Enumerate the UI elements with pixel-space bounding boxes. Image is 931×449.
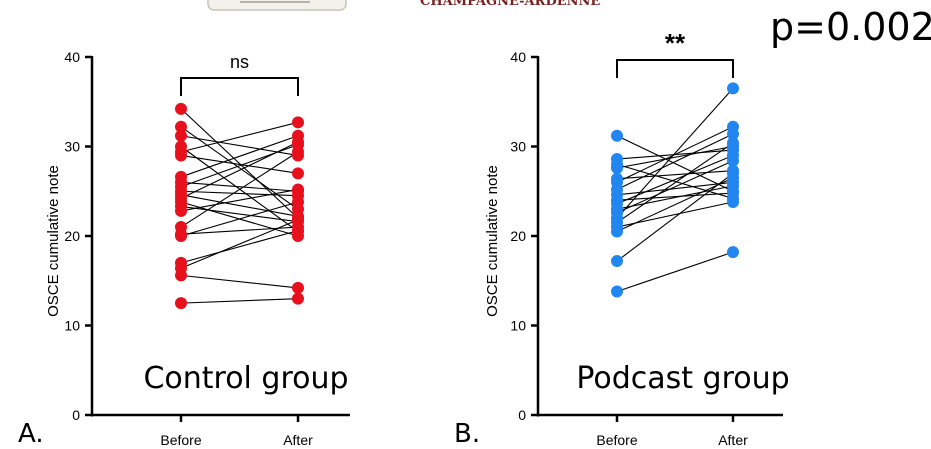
podcast-group-label: Podcast group xyxy=(576,361,789,396)
y-tick-label-0: 0 xyxy=(72,407,80,423)
pair-line-14 xyxy=(616,142,734,224)
banner-text: CHAMPAGNE-ARDENNE xyxy=(420,0,600,9)
point-before-4 xyxy=(611,161,623,174)
point-after-6 xyxy=(292,167,304,180)
point-after-20 xyxy=(292,213,304,226)
pair-line-19 xyxy=(180,230,299,264)
y-tick-label-30: 30 xyxy=(510,139,526,155)
pair-line-15 xyxy=(180,188,299,212)
pair-line-18 xyxy=(180,201,299,237)
point-after-17 xyxy=(727,167,739,180)
pair-line-3 xyxy=(180,135,299,156)
point-before-22 xyxy=(175,297,187,310)
point-after-18 xyxy=(292,195,304,208)
pair-line-5 xyxy=(180,121,299,153)
x-tick-label-before: Before xyxy=(596,432,637,448)
p-value-label: p=0.002 xyxy=(770,5,931,49)
podcast-axes: 0 10 20 30 40 Before After xyxy=(510,49,783,448)
point-after-14 xyxy=(727,136,739,149)
podcast-significance-label: ** xyxy=(665,28,686,58)
pair-line-3 xyxy=(616,163,734,199)
significance-bracket xyxy=(616,59,734,78)
control-group-chart: 0 10 20 30 40 Before After OSCE cumulative not… xyxy=(18,49,350,449)
y-tick-label-30: 30 xyxy=(64,139,80,155)
pair-line-17 xyxy=(616,172,734,262)
pair-line-6 xyxy=(180,154,299,174)
point-after-18 xyxy=(727,246,739,259)
point-before-18 xyxy=(611,285,623,298)
point-before-3 xyxy=(175,129,187,142)
pair-line-21 xyxy=(180,274,299,289)
pair-line-18 xyxy=(616,251,734,293)
control-axes: 0 10 20 30 40 Before After xyxy=(64,49,350,448)
podcast-pair-lines xyxy=(616,87,734,293)
pair-line-16 xyxy=(180,151,299,228)
pair-line-12 xyxy=(616,160,734,214)
point-after-12 xyxy=(292,136,304,149)
control-points xyxy=(175,102,304,310)
pair-line-20 xyxy=(180,219,299,269)
pair-line-13 xyxy=(616,87,734,219)
pair-line-16 xyxy=(616,177,734,233)
pair-line-8 xyxy=(180,181,299,192)
pair-line-9 xyxy=(616,192,734,201)
x-tick-label-after: After xyxy=(718,432,748,448)
point-after-12 xyxy=(727,154,739,167)
pair-line-11 xyxy=(616,185,734,210)
pair-line-4 xyxy=(616,145,734,169)
pair-line-1 xyxy=(180,108,299,219)
panel-a-label: A. xyxy=(18,419,44,449)
x-tick-label-before: Before xyxy=(160,432,201,448)
control-significance-label: ns xyxy=(230,52,249,72)
point-before-15 xyxy=(175,204,187,217)
point-before-2 xyxy=(175,120,187,133)
logo-fragment xyxy=(207,0,347,11)
y-tick-label-20: 20 xyxy=(64,228,80,244)
podcast-group-chart: 0 10 20 30 40 Before After OSCE cumulative not… xyxy=(454,28,790,449)
y-tick-label-10: 10 xyxy=(64,318,80,334)
pair-line-7 xyxy=(616,133,734,190)
x-tick-label-after: After xyxy=(283,432,313,448)
point-after-16 xyxy=(292,145,304,158)
point-after-5 xyxy=(292,116,304,129)
point-before-21 xyxy=(175,269,187,282)
pair-line-7 xyxy=(180,135,299,178)
point-after-19 xyxy=(292,224,304,237)
point-after-15 xyxy=(727,195,739,208)
control-pair-lines xyxy=(180,108,299,304)
point-before-1 xyxy=(611,129,623,142)
pair-line-6 xyxy=(616,126,734,183)
pair-line-8 xyxy=(616,181,734,196)
panel-b-label: B. xyxy=(454,419,480,449)
control-group-label: Control group xyxy=(143,361,348,396)
point-after-7 xyxy=(727,127,739,140)
point-after-22 xyxy=(292,292,304,305)
pair-line-22 xyxy=(180,298,299,304)
y-tick-label-10: 10 xyxy=(510,318,526,334)
point-before-1 xyxy=(175,102,187,115)
pair-line-11 xyxy=(180,194,299,217)
point-after-15 xyxy=(292,183,304,196)
y-tick-label-40: 40 xyxy=(510,49,526,65)
pair-line-5 xyxy=(616,170,734,180)
podcast-y-axis-label: OSCE cumulative note xyxy=(484,165,501,317)
pair-line-10 xyxy=(180,190,299,197)
point-after-13 xyxy=(727,82,739,95)
pair-line-14 xyxy=(180,205,299,223)
y-tick-label-20: 20 xyxy=(510,228,526,244)
point-before-16 xyxy=(611,225,623,238)
y-tick-label-0: 0 xyxy=(518,407,526,423)
significance-bracket xyxy=(180,77,299,96)
point-after-21 xyxy=(292,281,304,294)
point-before-18 xyxy=(175,230,187,242)
control-y-axis-label: OSCE cumulative note xyxy=(45,165,62,317)
point-before-6 xyxy=(175,149,187,162)
pair-line-12 xyxy=(180,141,299,199)
podcast-points xyxy=(611,82,739,298)
y-tick-label-40: 40 xyxy=(64,49,80,65)
point-before-17 xyxy=(611,255,623,268)
pair-line-1 xyxy=(616,135,734,192)
